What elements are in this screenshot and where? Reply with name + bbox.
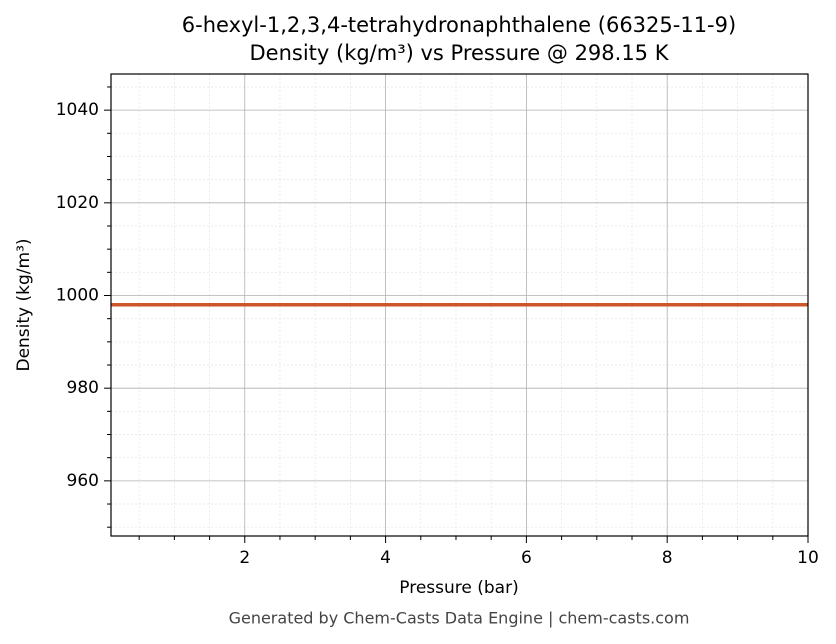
x-tick-label: 4	[380, 548, 391, 568]
y-tick-label: 980	[67, 378, 99, 398]
x-tick-label: 2	[239, 548, 250, 568]
chart-title: 6-hexyl-1,2,3,4-tetrahydronaphthalene (6…	[182, 13, 736, 37]
y-axis-label: Density (kg/m³)	[14, 238, 34, 371]
y-tick-label: 1000	[56, 286, 99, 306]
x-axis-label: Pressure (bar)	[399, 578, 518, 598]
y-tick-label: 1040	[56, 100, 99, 120]
plot-frame	[110, 73, 809, 537]
y-tick-label: 1020	[56, 193, 99, 213]
x-tick-label: 8	[662, 548, 673, 568]
x-tick-label: 10	[797, 548, 819, 568]
chart-subtitle: Density (kg/m³) vs Pressure @ 298.15 K	[249, 41, 669, 65]
x-tick-label: 6	[521, 548, 532, 568]
y-tick-label: 960	[67, 471, 99, 491]
footer: Generated by Chem-Casts Data Engine | ch…	[229, 609, 690, 628]
